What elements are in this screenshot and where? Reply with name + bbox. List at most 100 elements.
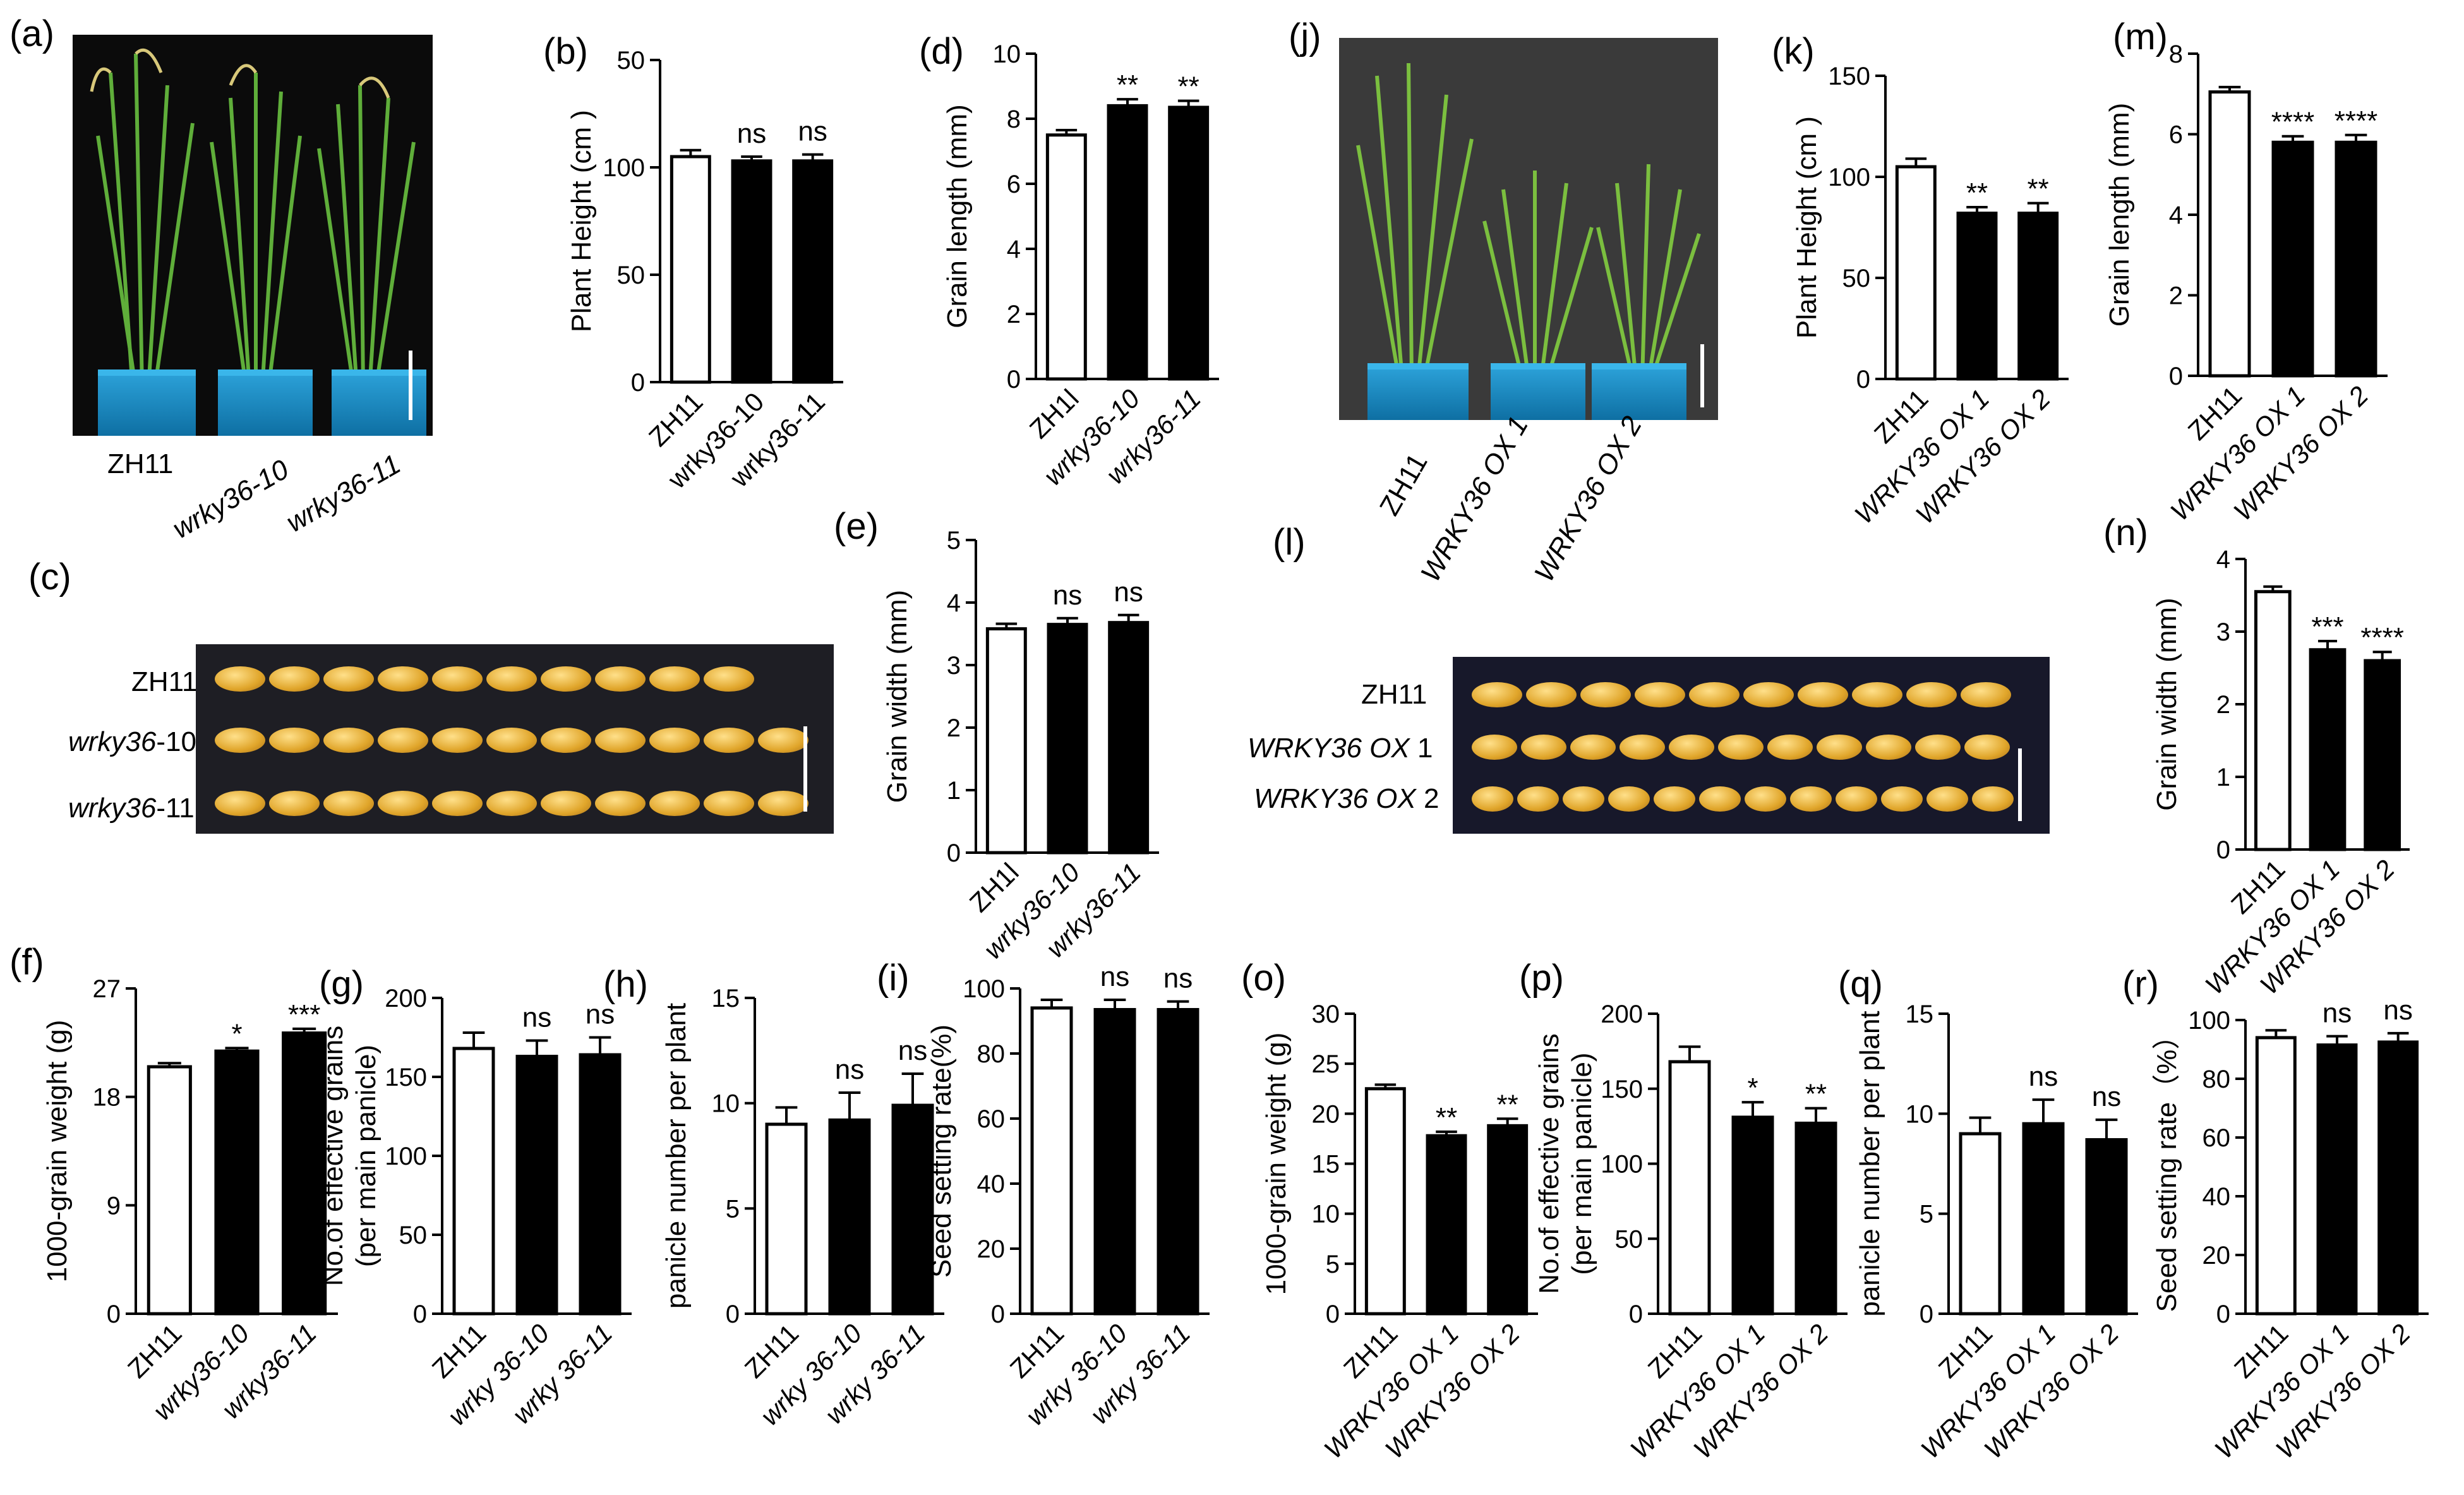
- y-tick-label: 9: [107, 1192, 121, 1220]
- y-tick-label: 10: [1312, 1201, 1340, 1228]
- panel-label-i: (i): [877, 958, 910, 999]
- y-tick-label: 0: [631, 369, 645, 397]
- y-tick-label: 150: [385, 1064, 427, 1091]
- significance-label: ****: [2360, 622, 2404, 653]
- y-tick-label: 100: [963, 975, 1005, 1003]
- y-tick-label: 4: [2169, 201, 2183, 229]
- significance-label: **: [2028, 174, 2049, 205]
- photo-l-row-label-2: WRKY36 OX 1: [1247, 733, 1433, 764]
- bar-0: [1668, 1060, 1711, 1316]
- y-axis-label: Grain length (mm): [942, 104, 973, 328]
- y-tick-label: 150: [1828, 63, 1870, 90]
- bar-1: [2316, 1043, 2358, 1316]
- y-axis-label: Grain width (mm): [882, 590, 913, 803]
- pot-1: [98, 369, 196, 436]
- bar-2: [2017, 212, 2059, 381]
- bar-0: [2255, 1036, 2297, 1316]
- rice-plants-illustration: [1356, 63, 1701, 380]
- y-axis-label: 1000-grain weight (g): [42, 1020, 73, 1283]
- y-tick-label: 0: [107, 1300, 121, 1328]
- seed-row-mutant-10: [215, 728, 808, 753]
- y-tick-label: 200: [1601, 1000, 1643, 1028]
- y-tick-label: 27: [93, 975, 121, 1003]
- y-tick-label: 30: [1312, 1000, 1340, 1028]
- panel-label-m: (m): [2113, 16, 2168, 57]
- significance-label: **: [1436, 1102, 1457, 1133]
- bar-2: [579, 1053, 622, 1316]
- y-tick-label: 1: [947, 777, 961, 805]
- photo-c-row-label-1: ZH11: [131, 666, 198, 697]
- significance-label: ns: [1163, 963, 1193, 994]
- y-tick-label: 60: [977, 1105, 1006, 1133]
- y-axis-label: Grain length (mm): [2104, 103, 2135, 327]
- bar-2: [1487, 1124, 1529, 1316]
- bar-1: [1731, 1115, 1774, 1316]
- y-axis-label: Seed setting rate(%): [926, 1024, 957, 1278]
- bar-1: [828, 1118, 871, 1316]
- bar-2: [792, 159, 834, 384]
- y-tick-label: 50: [1615, 1225, 1644, 1253]
- y-tick-label: 0: [2169, 363, 2183, 390]
- seed-row-ox2: [1472, 786, 2014, 812]
- significance-label: **: [1178, 71, 1199, 102]
- y-tick-label: 6: [2169, 121, 2183, 149]
- photo-c-row-label-3: wrky36-11: [68, 793, 195, 824]
- significance-label: ns: [1100, 961, 1129, 992]
- bar-1: [1956, 212, 1998, 381]
- y-tick-label: 4: [1007, 236, 1021, 263]
- significance-label: *: [231, 1018, 242, 1049]
- y-tick-label: 100: [603, 154, 645, 182]
- bar-1: [1047, 623, 1088, 855]
- grain-photo-l: [1453, 657, 2050, 834]
- y-tick-label: 20: [2203, 1242, 2231, 1270]
- photo-a-label-1: ZH11: [107, 448, 174, 479]
- y-tick-label: 2: [2216, 691, 2230, 719]
- y-tick-label: 5: [726, 1195, 740, 1223]
- y-tick-label: 2: [2169, 282, 2183, 310]
- significance-label: ***: [2311, 611, 2343, 642]
- y-tick-label: 25: [1312, 1050, 1340, 1078]
- y-tick-label: 40: [2203, 1183, 2231, 1211]
- panel-label-b: (b): [543, 31, 588, 72]
- bar-0: [1364, 1087, 1406, 1316]
- seed-row-mutant-11: [215, 791, 808, 816]
- y-tick-label: 10: [993, 40, 1021, 68]
- significance-label: ns: [2029, 1061, 2058, 1092]
- y-tick-label: 80: [977, 1040, 1006, 1068]
- significance-label: ns: [1053, 580, 1082, 611]
- y-tick-label: 0: [947, 839, 961, 867]
- bar-1: [214, 1049, 260, 1316]
- y-tick-label: 10: [1906, 1100, 1934, 1128]
- significance-label: ns: [2092, 1081, 2121, 1112]
- bar-0: [2254, 590, 2292, 851]
- pot-2: [1491, 363, 1585, 420]
- seed-row-zh11: [1472, 682, 2011, 707]
- seed-row-zh11: [215, 666, 754, 692]
- significance-label: ns: [2323, 998, 2352, 1029]
- y-tick-label: 50: [399, 1222, 428, 1249]
- significance-label: ***: [288, 999, 320, 1030]
- photo-l-row-label-1: ZH11: [1361, 679, 1427, 710]
- y-axis-label: panicle number per plant: [661, 1003, 692, 1309]
- grain-photo-c: [196, 644, 834, 834]
- y-tick-label: 0: [726, 1300, 740, 1328]
- bar-2: [2335, 140, 2377, 378]
- y-axis-label: No.of effective grains(per main panicle): [1534, 1033, 1597, 1294]
- seed-row-ox1: [1472, 735, 2010, 760]
- scale-bar: [803, 726, 807, 812]
- significance-label: **: [1497, 1089, 1518, 1120]
- y-tick-label: 15: [712, 985, 740, 1012]
- y-tick-label: 18: [93, 1084, 121, 1112]
- y-tick-label: 80: [2203, 1066, 2231, 1093]
- bar-2: [2377, 1040, 2419, 1316]
- significance-label: **: [1966, 177, 1988, 208]
- y-tick-label: 0: [2216, 836, 2230, 864]
- y-tick-label: 5: [1326, 1251, 1340, 1278]
- bar-0: [452, 1047, 495, 1316]
- significance-label: *: [1747, 1072, 1758, 1103]
